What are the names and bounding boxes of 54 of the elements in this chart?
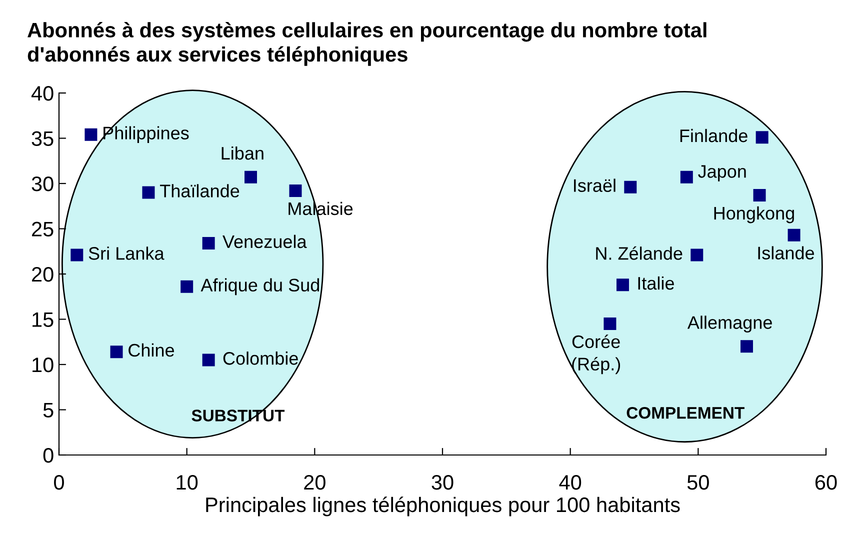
x-tick-label: 20 xyxy=(304,474,326,490)
point xyxy=(753,189,766,202)
x-tick-label: 40 xyxy=(559,474,582,490)
point xyxy=(202,354,215,366)
y-tick-label: 40 xyxy=(31,86,54,101)
x-tick-label: 60 xyxy=(815,474,837,490)
point xyxy=(740,340,753,353)
y-tick-label: 10 xyxy=(32,358,54,372)
point xyxy=(624,180,637,194)
series-label: Chine xyxy=(128,343,174,357)
point xyxy=(690,248,704,262)
y-tick-label: 0 xyxy=(43,448,54,463)
point xyxy=(70,248,84,262)
series-label: Thaïlande xyxy=(160,184,240,198)
chart-title: Abonnés à des systèmes cellulaires en pourcentage du nombre total d'abonnés aux services téléphoniques xyxy=(28,22,706,66)
y-tick-label: 15 xyxy=(32,312,54,328)
x-tick-label: 30 xyxy=(432,474,454,490)
point xyxy=(604,318,616,330)
point xyxy=(110,346,123,358)
series-label: N. Zélande xyxy=(596,246,682,260)
series-label: Hongkong xyxy=(714,206,794,224)
x-tick-label: 10 xyxy=(176,474,198,490)
series-label: Philippines xyxy=(104,126,189,144)
y-tick-label: 20 xyxy=(32,267,54,282)
series-label: Colombie xyxy=(223,352,298,365)
point xyxy=(616,278,629,292)
point xyxy=(680,170,693,184)
x-tick-label: 50 xyxy=(687,474,709,490)
series-label: Israël xyxy=(574,178,616,192)
point xyxy=(289,184,302,197)
series-label: Islande xyxy=(758,246,814,260)
series-label: Sri Lanka xyxy=(88,246,164,260)
series-label: Liban xyxy=(222,146,264,160)
series-label: Venezuela xyxy=(222,234,307,248)
series-label: Italie xyxy=(638,276,674,290)
annotation: COMPLEMENT xyxy=(626,406,744,419)
point xyxy=(142,186,155,199)
y-tick-label: 30 xyxy=(32,176,54,192)
x-tick-label: 0 xyxy=(54,474,64,490)
series-label: Finlande xyxy=(680,128,748,142)
point xyxy=(244,170,257,184)
series-label: Japon xyxy=(698,165,746,182)
point xyxy=(180,280,194,293)
series-label: Corée (Rép.) xyxy=(572,334,620,374)
point xyxy=(788,228,800,242)
point xyxy=(202,236,215,250)
x-axis-title: Principales lignes téléphoniques pour 100 habitants xyxy=(206,496,680,516)
y-tick-label: 35 xyxy=(32,131,54,146)
series-label: Allemagne xyxy=(687,316,772,333)
y-tick-label: 5 xyxy=(43,402,54,418)
point xyxy=(756,131,768,144)
point xyxy=(84,128,98,141)
y-tick-label: 25 xyxy=(32,222,54,237)
series-label: Afrique du Sud xyxy=(200,278,320,296)
